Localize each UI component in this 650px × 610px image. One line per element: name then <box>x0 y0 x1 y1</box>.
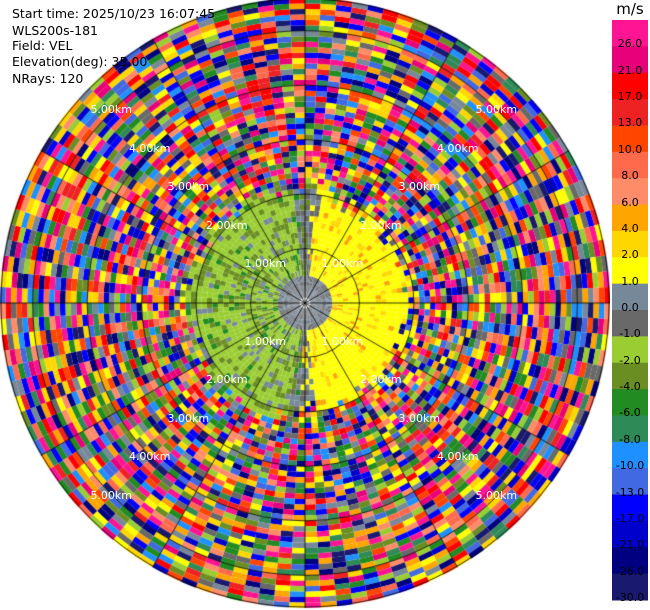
colorbar-tick-label: -6.0 <box>619 406 641 420</box>
range-ring-label: 3.00km <box>167 411 210 425</box>
colorbar-tick-label: 8.0 <box>621 169 639 183</box>
range-ring-label: 1.00km <box>321 334 364 348</box>
colorbar-segment <box>612 468 648 496</box>
colorbar-tick-label: 1.0 <box>621 274 639 288</box>
colorbar-segment <box>612 125 648 153</box>
colorbar-tick-label: 21.0 <box>617 63 643 77</box>
colorbar-tick-label: -17.0 <box>615 511 645 525</box>
colorbar-segment <box>612 310 648 337</box>
colorbar-segment <box>612 230 648 258</box>
field-label: Field: VEL <box>12 38 73 53</box>
colorbar-segment <box>612 441 648 469</box>
colorbar-tick-label: -13.0 <box>615 485 645 499</box>
colorbar-tick-label: 13.0 <box>617 116 643 130</box>
range-ring-label: 5.00km <box>90 103 133 117</box>
colorbar-tick-label: 17.0 <box>617 90 643 104</box>
colorbar-tick-label: 6.0 <box>621 195 639 209</box>
range-ring-label: 5.00km <box>475 103 518 117</box>
range-ring-label: 4.00km <box>128 450 171 464</box>
range-ring-label: 2.00km <box>360 373 402 387</box>
colorbar-unit: m/s <box>616 0 644 18</box>
colorbar-tick-label: 0.0 <box>621 301 639 314</box>
colorbar-tick-label: -2.0 <box>619 353 641 367</box>
ppi-plot <box>0 0 610 610</box>
colorbar-segment <box>612 46 648 74</box>
colorbar-tick-label: -30.0 <box>615 591 645 604</box>
colorbar-segment <box>612 520 648 548</box>
colorbar-tick-label: -4.0 <box>619 380 641 394</box>
colorbar-segment <box>612 573 648 601</box>
colorbar-segment <box>612 178 648 206</box>
range-ring-label: 3.00km <box>167 180 210 194</box>
colorbar-tick-label: 4.0 <box>621 221 639 235</box>
range-ring-label: 1.00km <box>244 334 287 348</box>
range-ring-label: 4.00km <box>128 141 171 155</box>
colorbar-segment <box>612 257 648 285</box>
colorbar-segment <box>612 99 648 126</box>
colorbar-segment <box>612 362 648 390</box>
elevation-label: Elevation(deg): 35.00 <box>12 54 148 69</box>
colorbar-segment <box>612 415 648 443</box>
colorbar-tick-label: 2.0 <box>621 248 639 262</box>
colorbar-segment <box>612 204 648 232</box>
range-ring-label: 5.00km <box>90 488 133 502</box>
range-ring-label: 2.00km <box>360 218 402 232</box>
range-ring-label: 4.00km <box>437 450 479 464</box>
range-ring-label: 2.00km <box>205 373 248 387</box>
colorbar-tick-label: 10.0 <box>617 142 643 156</box>
colorbar-segment <box>612 336 648 364</box>
range-ring-label: 1.00km <box>244 257 287 271</box>
range-ring-label: 3.00km <box>398 180 441 194</box>
range-ring-label: 3.00km <box>398 411 441 425</box>
colorbar-tick-label: -21.0 <box>615 538 645 552</box>
range-ring-label: 1.00km <box>321 257 364 271</box>
colorbar-tick-label: -8.0 <box>619 432 641 446</box>
colorbar-segment <box>612 389 648 416</box>
range-ring-label: 4.00km <box>437 141 479 155</box>
colorbar-segment <box>612 547 648 575</box>
colorbar-tick-label: 26.0 <box>617 37 643 51</box>
colorbar-tick-label: -1.0 <box>619 327 641 341</box>
colorbar-segment <box>612 151 648 179</box>
colorbar-tick-label: -26.0 <box>615 564 645 578</box>
instrument-label: WLS200s-181 <box>12 23 98 38</box>
colorbar-segment <box>612 494 648 522</box>
range-ring-label: 2.00km <box>205 218 248 232</box>
nrays-label: NRays: 120 <box>12 71 84 86</box>
colorbar-segment <box>612 20 648 47</box>
start-time-label: Start time: 2025/10/23 16:07:45 <box>12 6 216 21</box>
colorbar-tick-label: -10.0 <box>615 459 645 473</box>
range-ring-label: 5.00km <box>475 488 518 502</box>
colorbar-segment <box>612 283 648 311</box>
colorbar-segment <box>612 72 648 100</box>
